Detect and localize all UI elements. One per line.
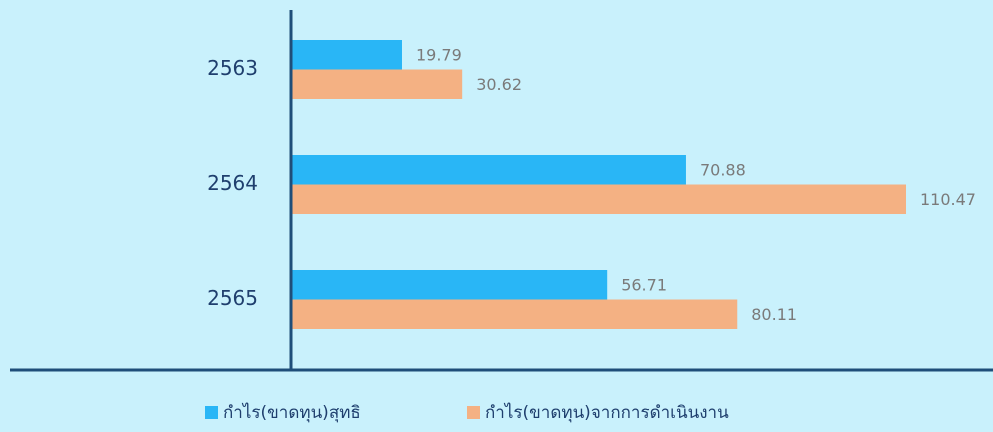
bar <box>292 184 906 214</box>
value-label: 80.11 <box>751 305 797 324</box>
bar <box>292 155 686 185</box>
value-label: 110.47 <box>920 190 976 209</box>
y-tick-label: 2564 <box>207 171 258 195</box>
value-label: 30.62 <box>476 75 522 94</box>
bar <box>292 270 608 300</box>
legend-swatch <box>205 406 218 419</box>
legend-label: กำไร(ขาดทุน)สุทธิ <box>223 402 361 423</box>
legend-swatch <box>467 406 480 419</box>
bar <box>292 40 402 70</box>
bar <box>292 299 738 329</box>
legend-label: กำไร(ขาดทุน)จากการดำเนินงาน <box>485 402 729 423</box>
y-tick-label: 2563 <box>207 56 258 80</box>
value-label: 19.79 <box>416 45 462 64</box>
value-label: 70.88 <box>700 160 746 179</box>
bar <box>292 69 463 99</box>
value-label: 56.71 <box>621 275 667 294</box>
y-tick-label: 2565 <box>207 286 258 310</box>
